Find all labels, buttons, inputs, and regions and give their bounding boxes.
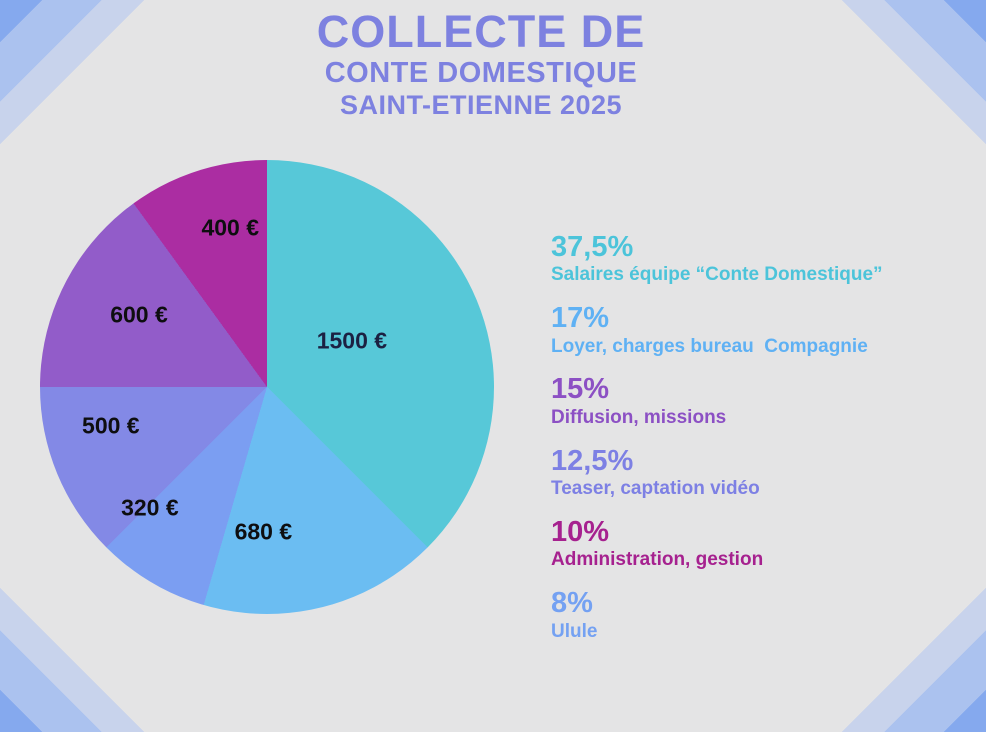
legend-item: 8% Ulule [551,588,951,643]
legend-item: 17% Loyer, charges bureau Compagnie [551,303,951,358]
title-line-2: CONTE DOMESTIQUE [324,57,638,90]
legend-percentage: 17% [551,302,610,335]
legend-label: Loyer, charges bureau Compagnie [551,335,868,357]
legend-percentage: 8% [551,587,593,620]
legend-label: Ulule [551,620,598,642]
legend-label: Administration, gestion [551,549,764,571]
pie-slice-value-label: 1500 € [316,327,388,354]
legend-label: Diffusion, missions [551,406,727,428]
legend: 37,5% Salaires équipe “Conte Domestique” 1… [551,232,951,659]
pie-slice-value-label: 500 € [82,412,140,439]
legend-percentage: 12,5% [551,444,634,477]
pie-slice-value-label: 320 € [121,494,179,521]
legend-label: Teaser, captation vidéo [551,478,760,500]
legend-item: 15% Diffusion, missions [551,374,951,429]
pie-slice-value-label: 400 € [201,214,259,241]
legend-item: 10% Administration, gestion [551,515,951,572]
legend-percentage: 37,5% [551,231,634,263]
title-line-1: COLLECTE DE [316,6,646,57]
legend-item: 12,5% Teaser, captation vidéo [551,444,951,501]
pie-slice-value-label: 600 € [110,301,168,328]
pie-slice-value-label: 680 € [234,518,293,545]
pie-chart: 1500 € 680 € 320 € 500 € 600 € 400 € [40,160,494,614]
legend-item: 37,5% Salaires équipe “Conte Domestique” [551,232,951,287]
legend-percentage: 15% [551,373,610,406]
legend-percentage: 10% [551,515,610,548]
title-line-3: SAINT-ETIENNE 2025 [339,89,623,120]
page-title: COLLECTE DE CONTE DOMESTIQUE SAINT-ETIEN… [0,8,962,119]
legend-label: Salaires équipe “Conte Domestique” [551,264,883,286]
